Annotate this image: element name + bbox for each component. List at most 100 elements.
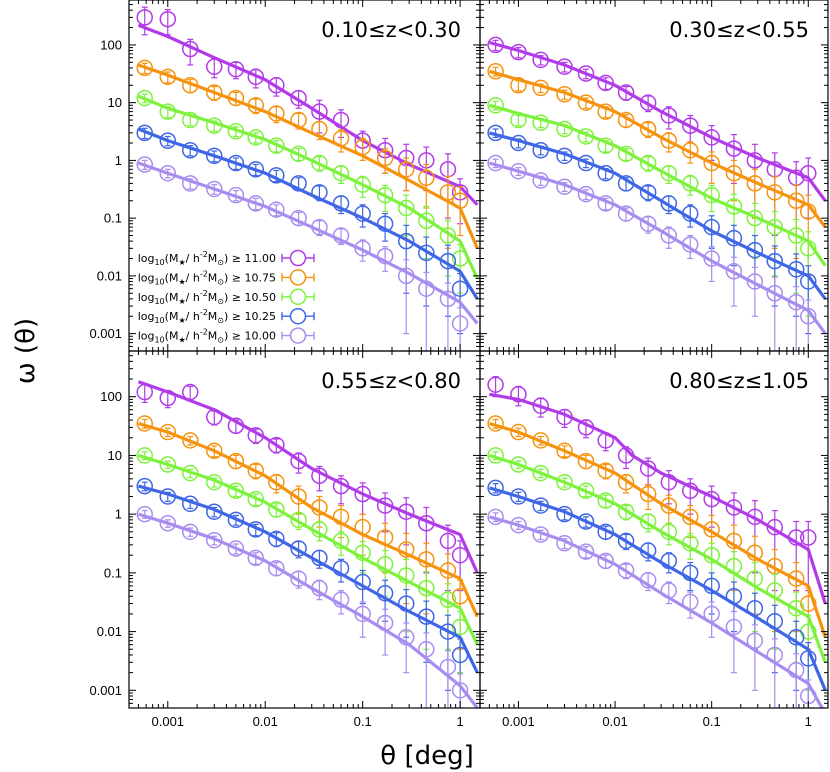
legend-label-part: 10	[154, 297, 164, 306]
data-point	[136, 447, 153, 464]
data-point	[597, 432, 614, 449]
legend-label-part: / h	[186, 310, 200, 323]
x-axis-title: θ [deg]	[380, 741, 473, 771]
data-point	[376, 215, 394, 232]
data-point	[510, 488, 527, 505]
legend-swatch-marker	[289, 249, 307, 267]
legend-label: log10(M★/ h-2M⊙) ≥ 10.75	[138, 269, 276, 286]
legend-label-part: log	[138, 310, 155, 323]
legend-item-10-00: log10(M★/ h-2M⊙) ≥ 10.00	[138, 327, 315, 345]
data-point	[800, 595, 817, 612]
data-point	[159, 389, 177, 407]
data-point	[376, 149, 394, 167]
data-point	[766, 582, 784, 599]
data-point	[681, 534, 699, 552]
data-point	[725, 618, 743, 636]
data-point	[660, 473, 678, 491]
data-point	[787, 661, 805, 679]
data-point	[227, 540, 245, 557]
series-10-00	[136, 156, 479, 351]
data-point	[418, 280, 435, 297]
legend-label-part: M	[208, 271, 218, 284]
data-point	[247, 195, 265, 212]
data-point	[556, 120, 573, 138]
y-tick-label: 100	[100, 37, 122, 52]
data-point	[487, 508, 504, 526]
legend-label-part: / h	[186, 291, 200, 304]
data-point	[181, 141, 199, 159]
data-point	[227, 482, 245, 500]
data-point	[268, 201, 285, 218]
data-point	[639, 184, 657, 201]
data-point	[746, 632, 764, 649]
data-point	[332, 591, 350, 608]
legend-label-part: M	[208, 291, 218, 304]
legend-label: log10(M★/ h-2M⊙) ≥ 11.00	[138, 250, 276, 267]
data-point	[247, 521, 265, 538]
x-tick-label: 0.001	[152, 714, 185, 729]
data-point	[397, 199, 415, 217]
data-point	[639, 120, 657, 138]
data-point	[510, 43, 527, 61]
data-point	[159, 423, 177, 441]
data-point	[746, 599, 764, 617]
data-point	[487, 63, 504, 80]
data-point	[597, 74, 614, 92]
data-point	[354, 518, 371, 536]
data-point	[556, 178, 573, 195]
data-point	[597, 523, 614, 541]
data-point	[136, 415, 153, 432]
data-point	[577, 154, 595, 172]
ticks	[479, 350, 828, 709]
data-point	[660, 132, 678, 149]
data-point	[766, 518, 784, 536]
data-point	[660, 582, 678, 599]
data-point	[800, 650, 817, 667]
data-point	[660, 497, 678, 514]
data-point	[397, 161, 415, 178]
data-point	[290, 145, 307, 163]
data-point	[227, 417, 245, 435]
data-point	[136, 383, 153, 401]
data-point	[766, 218, 784, 236]
data-point	[487, 154, 504, 172]
data-point	[397, 503, 415, 520]
data-point	[227, 60, 245, 78]
data-point	[268, 167, 285, 184]
data-point	[206, 442, 223, 460]
x-tick-label: 1	[456, 714, 463, 729]
data-point	[290, 175, 307, 192]
data-point	[617, 145, 635, 163]
data-point	[510, 456, 527, 473]
data-point	[746, 241, 764, 259]
data-point	[247, 129, 265, 146]
data-point	[439, 591, 457, 608]
data-point	[725, 499, 743, 516]
legend-label-part: ) ≥ 11.00	[224, 252, 276, 265]
data-point	[397, 541, 415, 558]
data-point	[290, 111, 307, 129]
data-point	[418, 579, 435, 597]
y-tick-label: 0.001	[89, 326, 122, 341]
data-point	[617, 205, 635, 222]
data-point	[268, 105, 285, 122]
data-point	[746, 175, 764, 192]
data-point	[376, 497, 394, 514]
data-point	[681, 564, 699, 582]
legend-swatch-marker	[289, 269, 307, 286]
data-point	[617, 447, 635, 464]
data-point	[332, 559, 350, 577]
legend-swatch-marker	[289, 288, 307, 306]
data-point	[746, 209, 764, 227]
data-point	[510, 111, 527, 129]
legend-label-part: ⊙	[217, 336, 224, 345]
data-point	[181, 40, 199, 58]
legend-label-part: -2	[200, 308, 208, 317]
data-point	[247, 462, 265, 479]
plot-area	[487, 36, 827, 351]
data-point	[159, 514, 177, 532]
data-point	[439, 532, 457, 550]
legend-label-part: -2	[200, 289, 208, 298]
legend-label-part: ★	[178, 297, 185, 306]
legend-label: log10(M★/ h-2M⊙) ≥ 10.50	[138, 289, 276, 306]
